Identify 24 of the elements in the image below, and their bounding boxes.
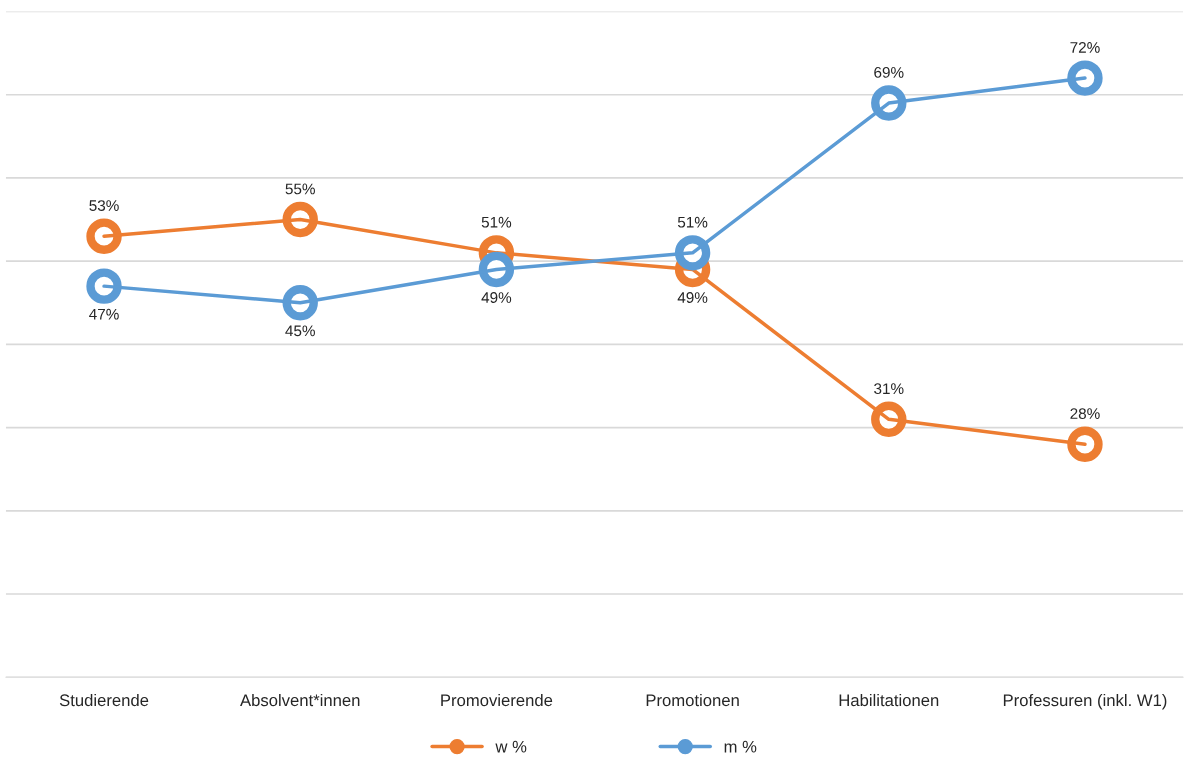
data-label: 51% [677, 216, 708, 228]
x-tick-label: Studierende [59, 693, 149, 707]
data-label: 49% [677, 292, 708, 303]
legend-label: m % [724, 740, 757, 753]
x-tick-label: Promotionen [646, 693, 739, 707]
data-label: 69% [874, 66, 904, 78]
data-label: 55% [285, 183, 315, 195]
data-label: 72% [1070, 42, 1100, 53]
data-label: 49% [481, 292, 512, 303]
x-tick-label: Promovierende [441, 693, 553, 707]
data-label: 31% [874, 383, 904, 395]
point [1067, 60, 1103, 96]
x-tick-label: Absolvent*innen [240, 693, 360, 707]
point [86, 218, 122, 254]
data-label: 53% [89, 200, 119, 211]
data-label: 51% [481, 216, 512, 228]
data-label: 45% [285, 325, 315, 337]
point [86, 268, 122, 304]
point [1067, 426, 1103, 462]
data-label: 28% [1070, 408, 1100, 419]
x-tick-label: Habilitationen [839, 693, 939, 707]
x-tick-label: Professuren (inkl. W1) [1003, 693, 1167, 710]
data-label: 47% [89, 308, 119, 320]
legend-label: w % [495, 740, 527, 753]
